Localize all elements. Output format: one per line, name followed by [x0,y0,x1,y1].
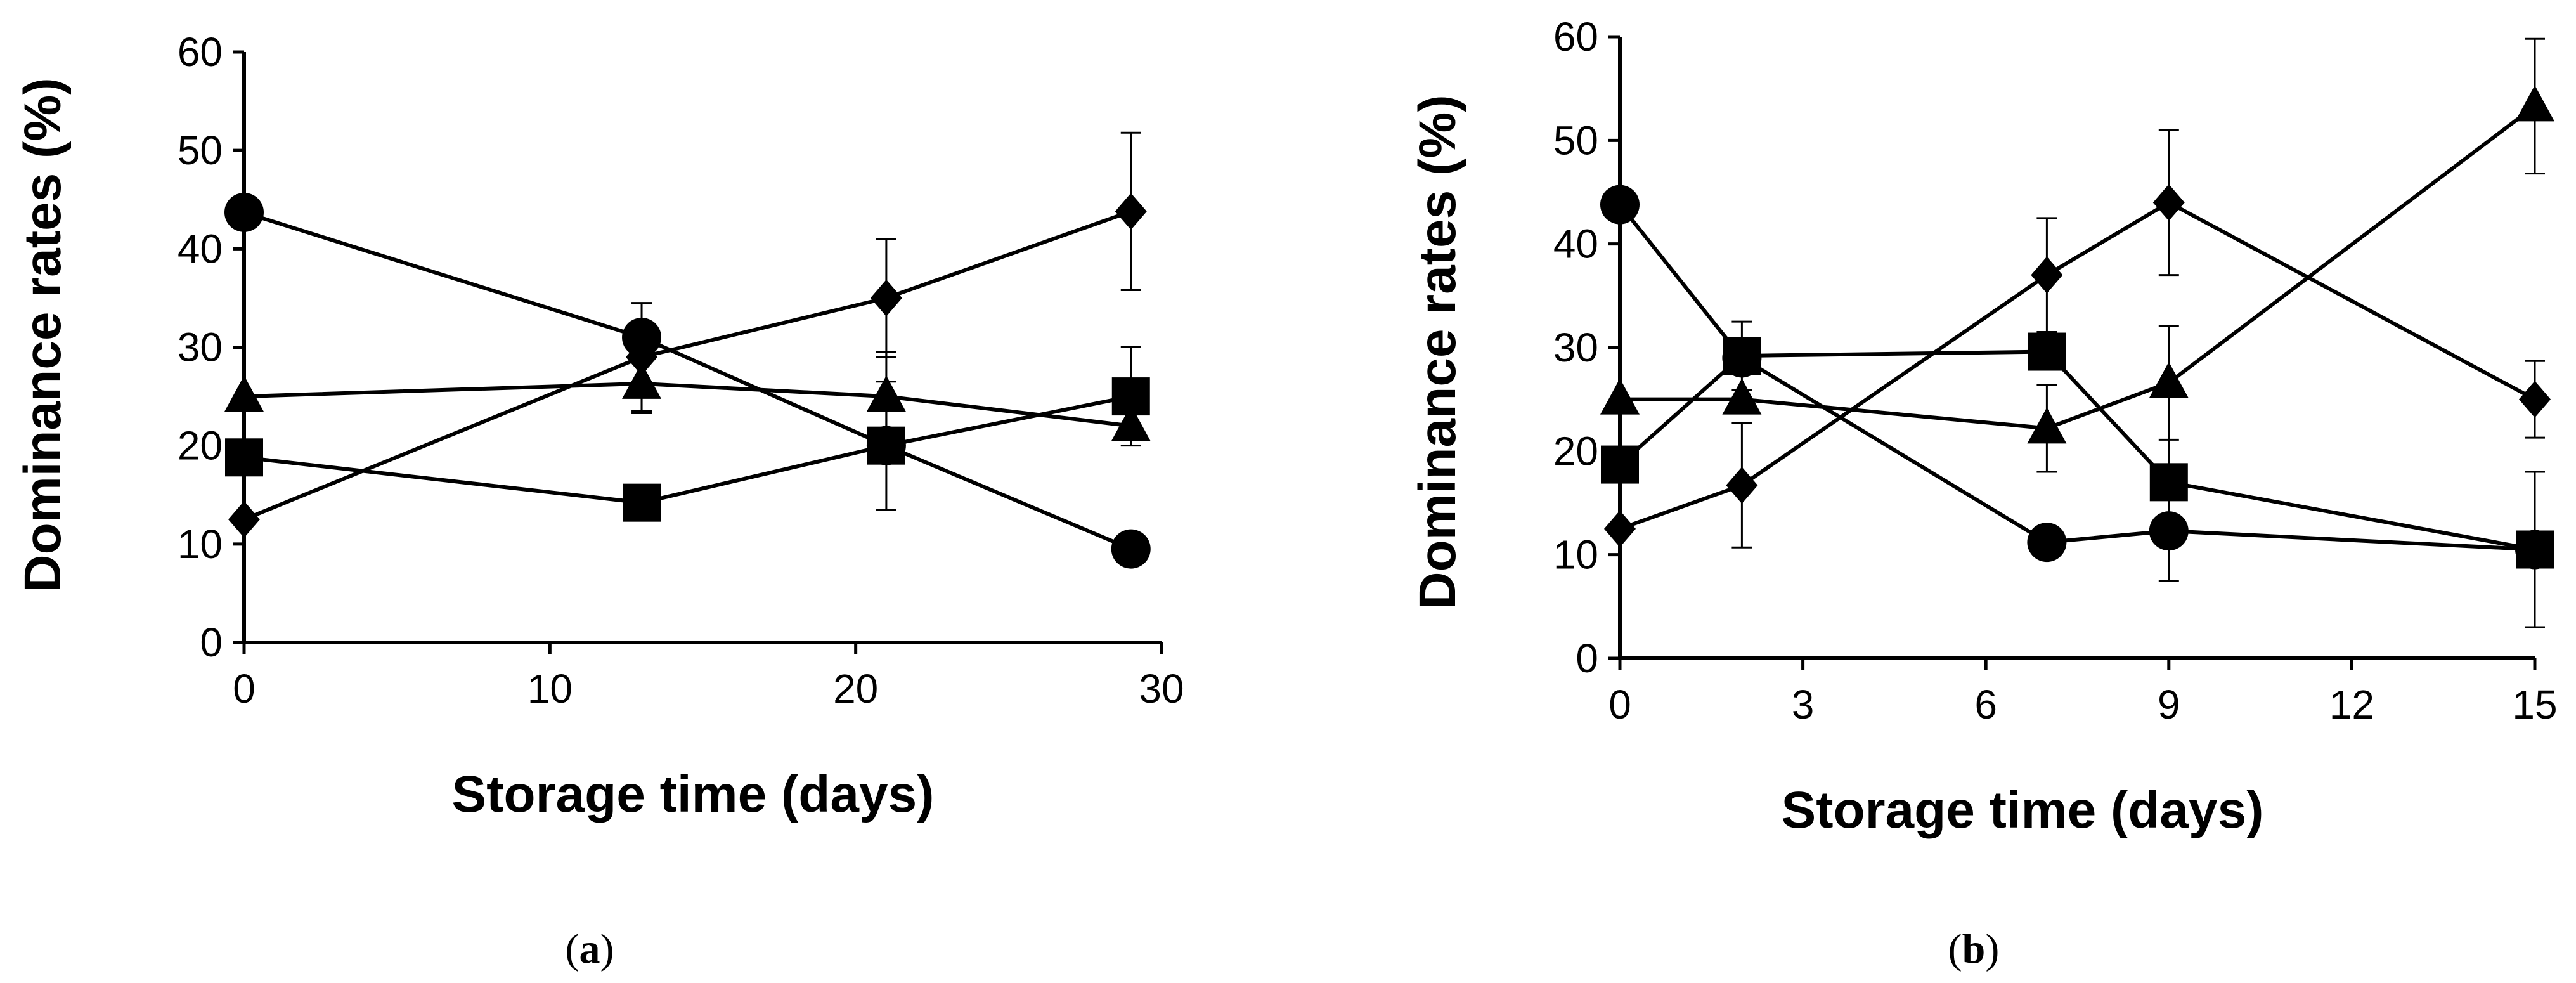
y-tick-label: 60 [178,29,223,75]
caption-open-paren: ( [566,926,579,972]
series-line-square [1619,349,2535,552]
y-axis-title: Dominance rates (%) [1409,94,1466,609]
y-tick-label: 10 [178,521,223,567]
x-tick-label: 0 [233,666,256,712]
y-tick-label: 10 [1553,532,1598,578]
x-tick-label: 10 [527,666,573,712]
y-tick-label: 30 [178,325,223,370]
caption-letter: b [1962,926,1986,972]
data-point-triangle [2149,361,2189,398]
data-point-circle [1600,185,1640,225]
series-line-circle [243,211,1132,551]
y-tick-label: 20 [1553,428,1598,474]
y-tick-label: 50 [178,127,223,173]
y-tick-label: 50 [1553,117,1598,163]
y-tick-label: 30 [1553,325,1598,370]
data-point-square [867,426,905,465]
data-point-diamond [1115,193,1147,230]
y-axis-title: Dominance rates (%) [14,77,72,592]
x-tick-label: 0 [1608,682,1631,727]
series-line-square [243,394,1132,505]
data-point-triangle [1722,378,1762,415]
chart-panel-b: Dominance rates (%) Storage time (days) … [1409,14,2558,972]
x-tick-label: 15 [2512,682,2557,727]
data-point-square [1601,445,1639,484]
data-point-diamond [2519,381,2551,418]
x-tick-label: 30 [1139,666,1184,712]
x-axis-title: Storage time (days) [452,765,935,823]
y-tick-label: 0 [1576,635,1598,681]
data-point-diamond [228,501,260,538]
data-point-diamond [626,339,658,376]
data-point-triangle [2515,85,2554,122]
data-point-square [1723,337,1761,375]
data-point-square [1111,377,1150,416]
data-point-circle [224,192,264,232]
y-tick-label: 60 [1553,14,1598,60]
x-tick-label: 6 [1974,682,1997,727]
series-line-triangle [243,381,1132,428]
data-point-circle [2027,523,2067,563]
data-point-triangle [224,375,264,412]
series-line-diamond [243,209,1132,521]
x-axis-title: Storage time (days) [1782,781,2264,839]
data-point-triangle [1600,378,1640,415]
data-point-circle [1111,529,1151,569]
caption-letter: a [579,926,600,972]
y-tick-label: 0 [200,620,223,665]
data-point-square [2028,332,2066,371]
data-point-triangle [2027,407,2067,444]
data-point-diamond [1604,510,1636,547]
data-point-square [225,438,263,477]
caption-close-paren: ) [600,926,614,972]
caption-open-paren: ( [1948,926,1962,972]
data-point-square [2149,463,2188,502]
data-point-diamond [2031,256,2063,294]
data-point-diamond [870,279,902,316]
y-tick-label: 20 [178,423,223,469]
chart-panel-a: Dominance rates (%) Storage time (days) … [14,29,1184,972]
data-point-square [623,483,661,522]
x-tick-label: 9 [2158,682,2180,727]
series-line-triangle [1620,105,2536,431]
y-tick-label: 40 [178,226,223,271]
panel-caption: (b) [1948,926,2000,972]
panel-caption: (a) [566,926,614,972]
x-tick-label: 12 [2329,682,2374,727]
caption-close-paren: ) [1985,926,1999,972]
y-tick-label: 40 [1553,221,1598,267]
data-point-diamond [2152,184,2185,221]
data-point-diamond [1726,467,1758,504]
x-tick-label: 20 [833,666,878,712]
x-tick-label: 3 [1792,682,1815,727]
data-point-square [2516,530,2554,569]
